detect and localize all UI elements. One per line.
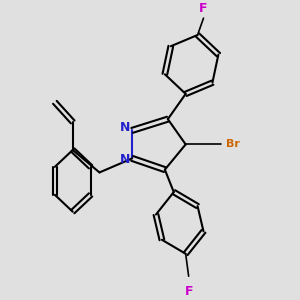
Text: F: F — [184, 285, 193, 298]
Text: N: N — [119, 121, 130, 134]
Text: F: F — [199, 2, 208, 15]
Text: Br: Br — [226, 140, 240, 149]
Text: N: N — [119, 153, 130, 166]
